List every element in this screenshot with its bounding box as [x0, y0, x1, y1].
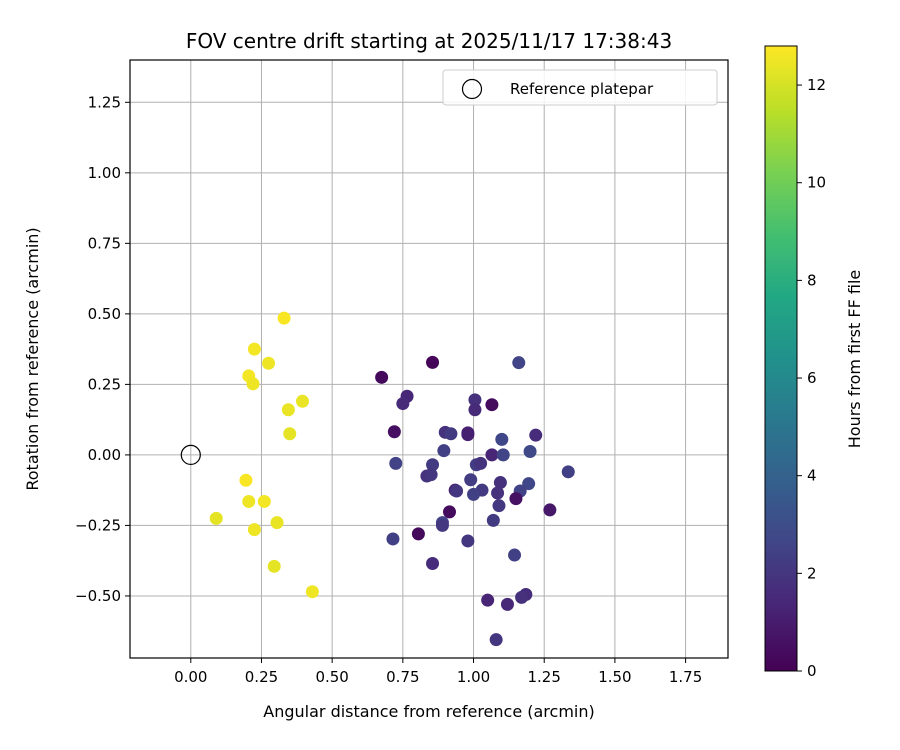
- colorbar: 0 2 4 6 8 10 12 Hours from first FF file: [764, 45, 864, 680]
- data-point: [493, 476, 507, 490]
- legend-label: Reference platepar: [510, 80, 654, 98]
- data-point: [485, 448, 499, 462]
- legend-box: [442, 69, 718, 106]
- legend: Reference platepar: [442, 69, 718, 106]
- data-point: [486, 513, 500, 527]
- data-point: [209, 511, 223, 525]
- x-axis-label: Angular distance from reference (arcmin): [263, 702, 594, 721]
- y-axis-ticks: −0.50 −0.25 0.00 0.25 0.50 0.75 1.00 1.25: [75, 93, 130, 605]
- data-point: [247, 523, 261, 537]
- data-point: [262, 356, 276, 370]
- data-point: [543, 503, 557, 517]
- data-point: [424, 468, 438, 482]
- data-point: [389, 456, 403, 470]
- y-tick-label: 0.00: [88, 446, 121, 464]
- colorbar-tick-label: 6: [807, 369, 817, 387]
- data-point: [239, 473, 253, 487]
- data-point: [461, 428, 475, 442]
- data-point: [485, 398, 499, 412]
- data-point: [242, 494, 256, 508]
- data-point: [450, 484, 464, 498]
- data-point: [489, 633, 503, 647]
- data-point: [512, 356, 526, 370]
- data-point: [283, 427, 297, 441]
- data-point: [468, 393, 482, 407]
- data-point: [522, 477, 536, 491]
- x-tick-label: 1.00: [457, 668, 490, 686]
- data-point: [305, 585, 319, 599]
- data-point: [515, 590, 529, 604]
- data-point: [437, 444, 451, 458]
- colorbar-tick-label: 10: [807, 174, 826, 192]
- data-point: [509, 492, 523, 506]
- x-tick-label: 1.50: [598, 668, 631, 686]
- x-tick-label: 0.50: [315, 668, 348, 686]
- colorbar-gradient: [764, 45, 798, 672]
- data-point: [523, 445, 537, 459]
- data-point: [257, 494, 271, 508]
- colorbar-tick-label: 2: [807, 564, 817, 582]
- data-point: [491, 486, 505, 500]
- data-points: [180, 311, 575, 647]
- y-tick-label: 0.50: [88, 305, 121, 323]
- data-point: [481, 593, 495, 607]
- data-point: [529, 428, 543, 442]
- data-point: [508, 548, 522, 562]
- x-tick-label: 1.75: [669, 668, 702, 686]
- data-point: [267, 559, 281, 573]
- colorbar-label: Hours from first FF file: [845, 270, 864, 449]
- data-point: [442, 505, 456, 519]
- data-point: [387, 425, 401, 439]
- reference-platepar-marker: [180, 444, 201, 466]
- data-point: [500, 597, 514, 611]
- data-point: [468, 403, 482, 417]
- y-tick-label: −0.25: [75, 516, 121, 534]
- data-point: [561, 465, 575, 479]
- data-point: [496, 448, 510, 462]
- colorbar-tick-label: 8: [807, 271, 817, 289]
- data-point: [467, 487, 481, 501]
- data-point: [464, 473, 478, 487]
- x-axis-ticks: 0.00 0.25 0.50 0.75 1.00 1.25 1.50 1.75: [174, 658, 702, 686]
- x-tick-label: 0.25: [245, 668, 278, 686]
- colorbar-tick-label: 12: [807, 76, 826, 94]
- plot-frame: [129, 59, 729, 659]
- data-point: [461, 534, 475, 548]
- x-tick-label: 1.25: [528, 668, 561, 686]
- data-point: [435, 518, 449, 532]
- data-point: [247, 342, 261, 356]
- x-tick-label: 0.75: [386, 668, 419, 686]
- data-point: [277, 311, 291, 325]
- y-tick-label: 1.25: [88, 93, 121, 111]
- legend-marker: [461, 78, 483, 100]
- data-point: [396, 397, 410, 411]
- data-point: [495, 432, 509, 446]
- data-point: [444, 427, 458, 441]
- data-point: [474, 456, 488, 470]
- data-point: [426, 355, 440, 369]
- data-point: [492, 499, 506, 513]
- data-point: [386, 532, 400, 546]
- y-tick-label: −0.50: [75, 587, 121, 605]
- x-tick-label: 0.00: [174, 668, 207, 686]
- data-point: [411, 527, 425, 541]
- colorbar-ticks: 0 2 4 6 8 10 12: [797, 76, 826, 680]
- data-point: [295, 394, 309, 408]
- data-point: [426, 557, 440, 571]
- data-point: [270, 516, 284, 530]
- data-point: [281, 403, 295, 417]
- colorbar-tick-label: 4: [807, 467, 817, 485]
- data-point: [246, 377, 260, 391]
- grid: [130, 60, 728, 658]
- data-point: [375, 370, 389, 384]
- colorbar-tick-label: 0: [807, 662, 817, 680]
- chart-title: FOV centre drift starting at 2025/11/17 …: [186, 29, 672, 53]
- y-axis-label: Rotation from reference (arcmin): [23, 227, 42, 490]
- data-point: [426, 458, 440, 472]
- y-tick-label: 1.00: [88, 164, 121, 182]
- y-tick-label: 0.75: [88, 234, 121, 252]
- y-tick-label: 0.25: [88, 375, 121, 393]
